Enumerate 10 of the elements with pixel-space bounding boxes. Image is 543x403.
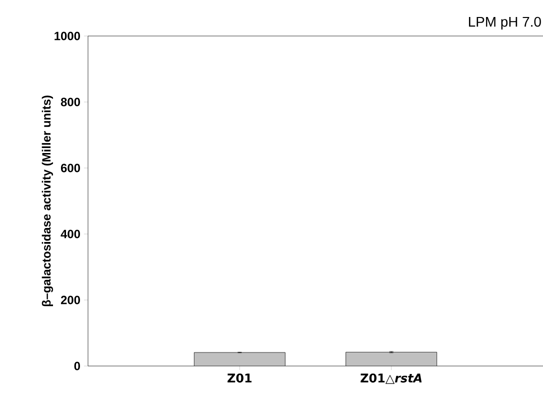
y-tick-label: 0 — [74, 362, 80, 370]
y-tick-label: 1000 — [54, 32, 80, 40]
y-axis-title: β–galactosidase activity (Miller units) — [42, 96, 54, 306]
x-tick-label: Z01△rstA — [360, 374, 422, 384]
y-tick-label: 200 — [60, 296, 80, 304]
chart-title: LPM pH 7.0 — [468, 16, 541, 30]
y-tick-label: 600 — [60, 164, 80, 172]
y-tick-label: 800 — [60, 98, 80, 106]
x-tick-label: Z01 — [228, 374, 252, 383]
y-tick-label: 400 — [60, 230, 80, 238]
